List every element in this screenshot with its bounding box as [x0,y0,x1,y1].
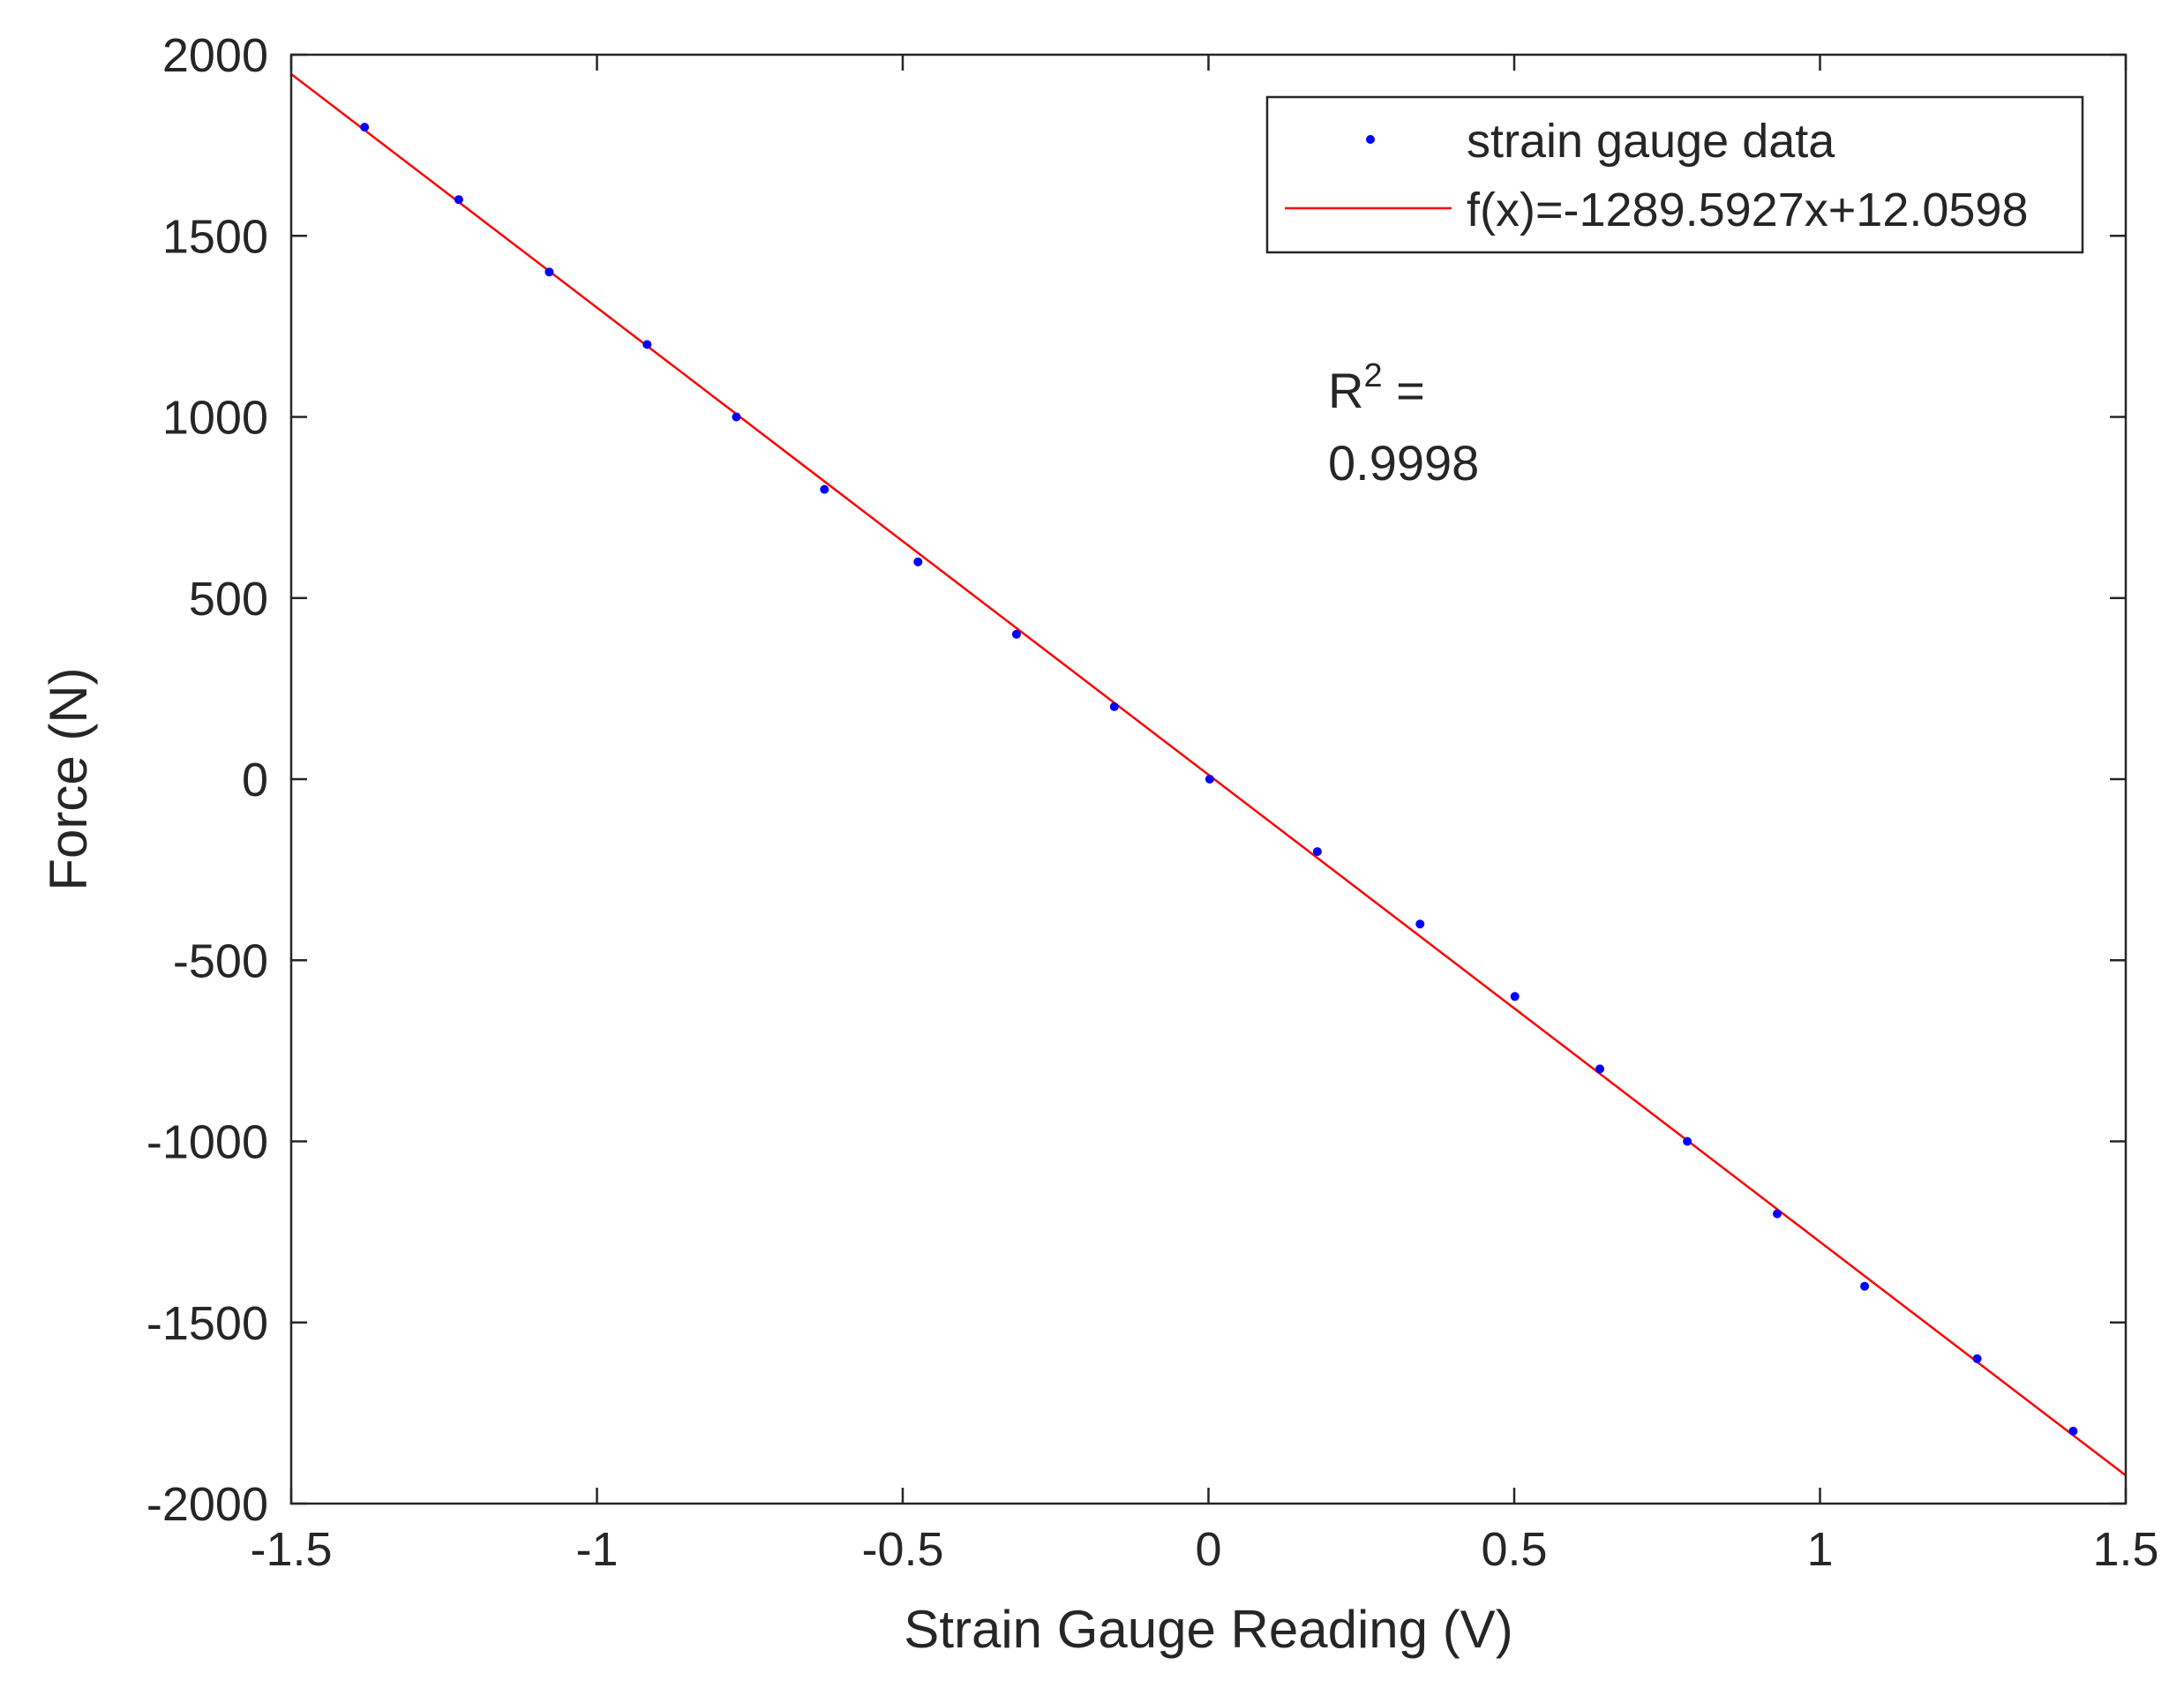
data-point [1972,1354,1982,1363]
data-point [2068,1426,2078,1436]
r-squared-r: R [1328,363,1363,418]
x-tick-label: 1.5 [2092,1523,2158,1576]
data-point [1595,1064,1605,1074]
data-point [1683,1137,1692,1146]
y-axis-label: Force (N) [39,667,98,890]
fit-line [291,72,2126,1477]
data-point [1205,775,1214,784]
y-tick-label: -500 [173,934,268,987]
data-point [544,267,554,277]
y-tick-label: 0 [242,754,268,806]
y-tick-label: -2000 [146,1478,268,1531]
data-point [1415,919,1425,929]
y-tick-label: -1000 [146,1116,268,1169]
axis-labels: Strain Gauge Reading (V) Force (N) [39,667,1513,1659]
x-tick-label: -1 [575,1523,618,1576]
legend-marker-points [1366,135,1375,144]
legend-entry-fit-line: f(x)=-1289.5927x+12.0598 [1467,184,2028,236]
data-point [1772,1209,1782,1219]
plot-area [291,55,2126,1504]
y-tick-label: 1500 [162,210,268,263]
y-tick-label: -1500 [146,1297,268,1350]
legend-box [1265,95,2084,254]
data-point [1860,1281,1870,1291]
x-tick-label: 1 [1806,1523,1833,1576]
r-squared-value: 0.9998 [1328,435,1479,491]
x-tick-label: -0.5 [861,1523,943,1576]
y-tick-label: 500 [189,573,268,626]
data-point [820,484,829,494]
legend: strain gauge data f(x)=-1289.5927x+12.05… [1265,95,2084,254]
r-squared-superscript: 2 [1363,357,1382,394]
data-point [1312,847,1322,857]
x-axis-label: Strain Gauge Reading (V) [904,1600,1512,1659]
r-squared-annotation: R2 = 0.9998 [1328,357,1479,491]
data-point [454,195,463,205]
data-point [1011,629,1021,639]
y-tick-label: 2000 [162,29,268,82]
y-tick-label: 1000 [162,392,268,445]
legend-entry-strain-gauge-data: strain gauge data [1467,115,1835,168]
data-point [1109,701,1119,711]
x-tick-label: -1.5 [250,1523,332,1576]
data-point [732,412,741,422]
r-squared-label: R2 = [1328,357,1425,418]
data-point [1510,992,1520,1002]
data-point [360,123,370,132]
x-tick-label: 0.5 [1481,1523,1547,1576]
ticks: -1.5 -1 -0.5 0 0.5 1 1.5 -2000 -1500 -1000 -500 0 50… [146,29,2159,1576]
r-squared-equals: = [1383,363,1425,418]
data-point [642,340,652,349]
data-point [913,557,923,566]
x-tick-label: 0 [1195,1523,1221,1576]
